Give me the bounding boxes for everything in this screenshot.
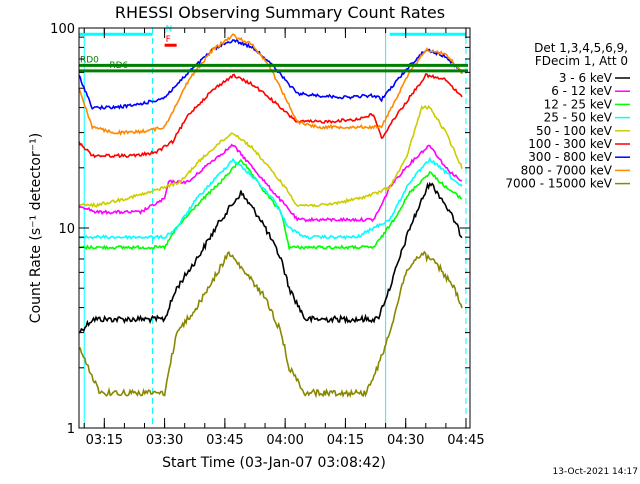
x-tick-label-0: 03:15 (86, 433, 123, 448)
series-line-7 (78, 33, 463, 136)
legend-label-4: 50 - 100 keV (536, 124, 613, 138)
series-line-0 (78, 181, 463, 334)
x-tick-label-3: 04:00 (266, 433, 303, 448)
legend-label-6: 300 - 800 keV (528, 150, 612, 164)
legend-label-1: 6 - 12 keV (551, 84, 613, 98)
y-tick-label-2: 100 (50, 22, 75, 37)
legend-header-1: FDecim 1, Att 0 (535, 54, 628, 68)
flag-label-3: F (166, 35, 171, 45)
legend-header-0: Det 1,3,4,5,6,9, (534, 41, 628, 55)
series-line-1 (78, 143, 463, 223)
plot-frame (78, 27, 471, 429)
footer-date: 13-Oct-2021 14:17 (553, 467, 638, 477)
flag-label-0: RD0 (80, 55, 99, 65)
legend-label-5: 100 - 300 keV (528, 137, 612, 151)
x-tick-label-1: 03:30 (146, 433, 183, 448)
x-tick-label-5: 04:30 (387, 433, 424, 448)
series-line-8 (78, 250, 463, 399)
legend: Det 1,3,4,5,6,9,FDecim 1, Att 0 3 - 6 keV… (505, 41, 630, 191)
x-tick-label-6: 04:45 (447, 433, 484, 448)
flag-label-2: N (166, 24, 173, 34)
x-axis: 03:15 03:30 03:45 04:00 04:15 04:30 04:45 (83, 28, 485, 448)
legend-label-3: 25 - 50 keV (544, 111, 613, 125)
series-line-2 (78, 158, 463, 251)
x-tick-label-4: 04:15 (327, 433, 364, 448)
y-tick-label-0: 1 (67, 422, 75, 437)
legend-label-2: 12 - 25 keV (544, 97, 613, 111)
interval-markers (83, 28, 467, 428)
series-line-3 (78, 156, 463, 241)
y-axis: 1 10 100 (50, 22, 470, 437)
x-axis-label: Start Time (03-Jan-07 03:08:42) (162, 455, 386, 471)
legend-label-8: 7000 - 15000 keV (505, 177, 612, 191)
flag-bars: RD0 RD6 NF (79, 24, 468, 73)
y-axis-label: Count Rate (s⁻¹ detector⁻¹) (28, 133, 44, 323)
series-line-6 (78, 39, 463, 111)
series-line-5 (78, 72, 463, 159)
series-lines (78, 33, 463, 399)
flag-label-1: RD6 (109, 61, 128, 71)
legend-label-7: 800 - 7000 keV (521, 163, 613, 177)
x-tick-label-2: 03:45 (206, 433, 243, 448)
chart-title: RHESSI Observing Summary Count Rates (115, 3, 445, 22)
legend-label-0: 3 - 6 keV (559, 71, 613, 85)
y-tick-label-1: 10 (58, 222, 75, 237)
series-line-4 (78, 104, 463, 208)
